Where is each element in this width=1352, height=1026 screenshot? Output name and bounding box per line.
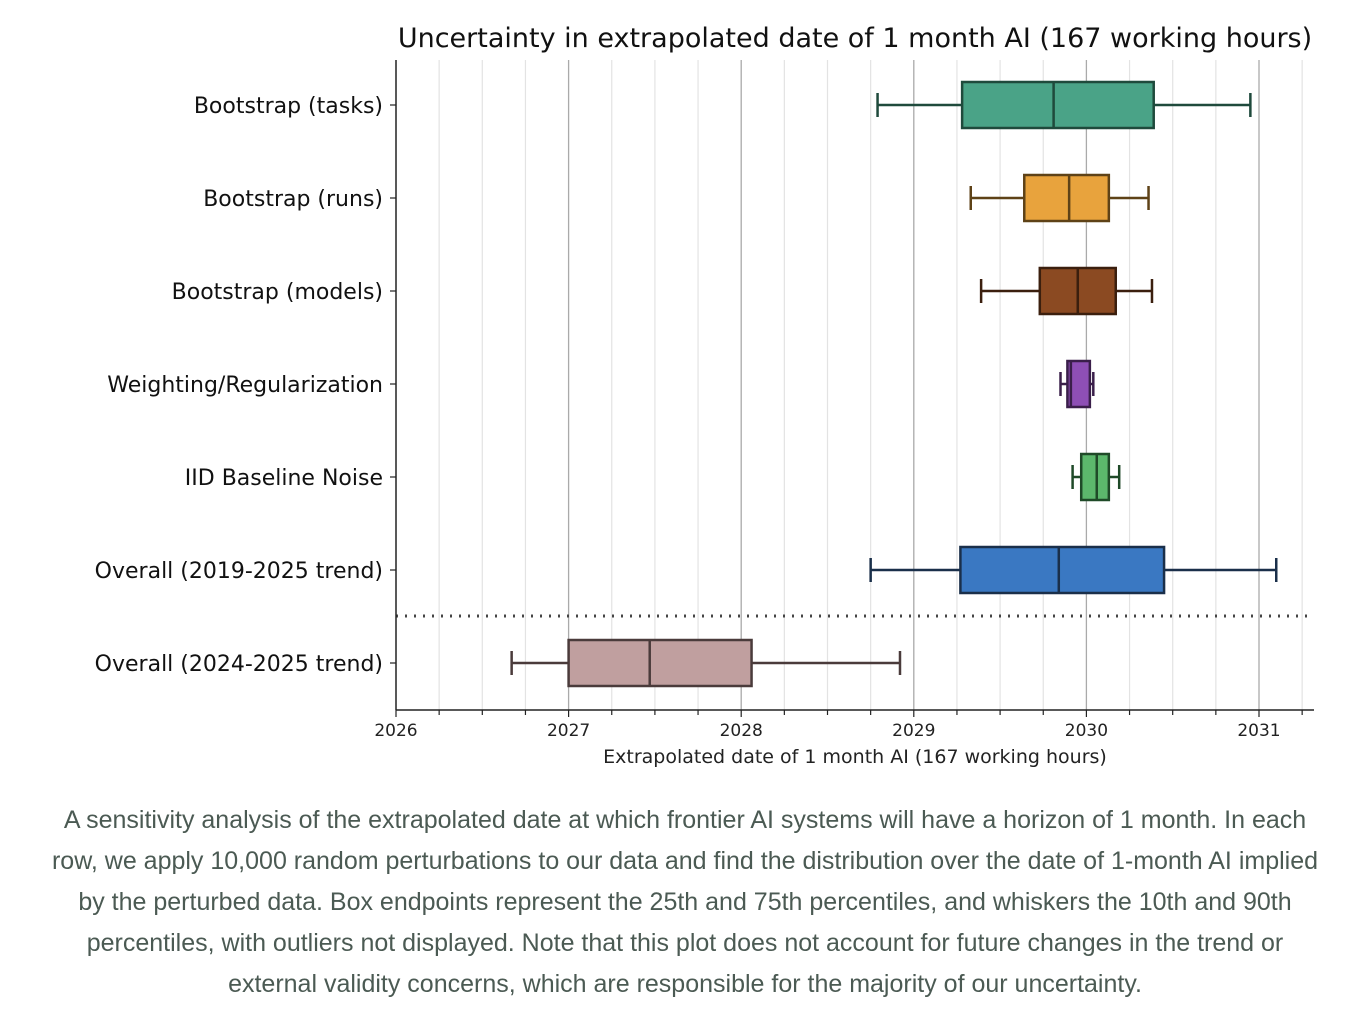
figure-caption: A sensitivity analysis of the extrapolat… [51, 806, 1319, 998]
iqr-box [1066, 359, 1092, 409]
boxplot-chart: Uncertainty in extrapolated date of 1 mo… [95, 23, 1314, 768]
x-tick-label: 2026 [374, 721, 417, 741]
y-tick-label: Overall (2024-2025 trend) [95, 652, 383, 677]
iqr-box [1023, 173, 1111, 223]
x-axis-label: Extrapolated date of 1 month AI (167 wor… [603, 746, 1107, 768]
x-tick-label: 2027 [547, 721, 590, 741]
box-overall-2024-2025-trend [510, 638, 902, 688]
box-bootstrap-tasks [876, 80, 1252, 130]
x-tick-label: 2031 [1237, 721, 1280, 741]
box-bootstrap-models [979, 266, 1154, 316]
box-weighting-regularization [1059, 359, 1095, 409]
iqr-box [567, 638, 753, 688]
iqr-box [960, 80, 1155, 130]
y-tick-label: Bootstrap (runs) [203, 187, 383, 212]
y-tick-label: Weighting/Regularization [107, 373, 383, 398]
x-tick-label: 2030 [1065, 721, 1108, 741]
iqr-box [959, 545, 1166, 595]
box-bootstrap-runs [969, 173, 1150, 223]
x-tick-label: 2029 [892, 721, 935, 741]
iqr-box [1079, 452, 1111, 502]
y-tick-label: Bootstrap (tasks) [194, 94, 383, 119]
box-overall-2019-2025-trend [869, 545, 1278, 595]
chart-title: Uncertainty in extrapolated date of 1 mo… [398, 23, 1312, 54]
x-tick-label: 2028 [720, 721, 763, 741]
box-iid-baseline-noise [1071, 452, 1121, 502]
y-tick-label: Bootstrap (models) [172, 280, 383, 305]
y-tick-label: Overall (2019-2025 trend) [95, 559, 383, 584]
y-tick-label: IID Baseline Noise [185, 466, 383, 491]
